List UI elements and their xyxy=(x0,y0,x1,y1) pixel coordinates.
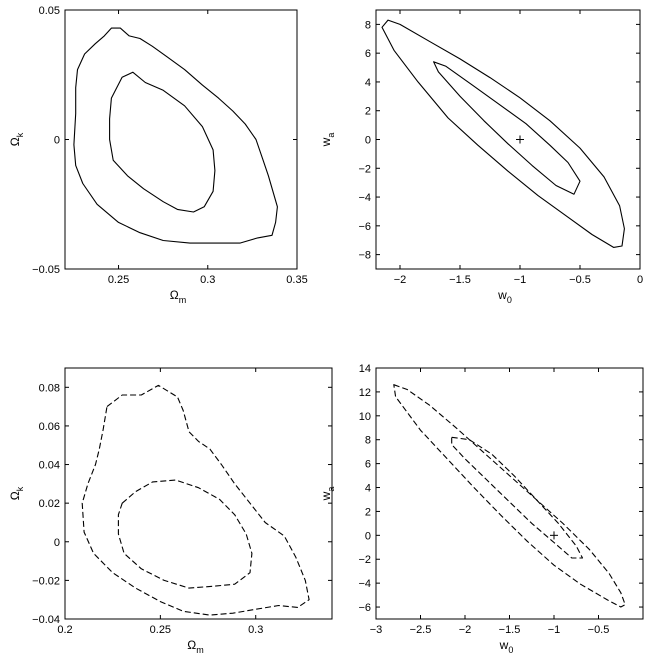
y-tick-label: 0.06 xyxy=(39,421,60,433)
x-tick-label: 0.35 xyxy=(286,274,307,286)
y-tick-label: −4 xyxy=(358,578,371,590)
x-tick-label: −2 xyxy=(394,274,407,286)
contour-inner xyxy=(109,71,216,213)
x-tick-label: 0 xyxy=(637,274,643,286)
x-tick-label: 0.2 xyxy=(57,624,72,636)
y-tick-label: 0.08 xyxy=(39,382,60,394)
y-tick-label: 0.02 xyxy=(39,498,60,510)
x-axis-label: Ωm xyxy=(187,638,203,655)
y-tick-label: −6 xyxy=(358,221,371,233)
x-tick-label: 0.3 xyxy=(248,624,263,636)
panel-3: 0.2 0.25 0.3 −0.04 −0.02 0 0.02 0.04 0.06 0.08 Ωm Ω… xyxy=(8,367,333,655)
x-axis-label: w0 xyxy=(499,638,514,655)
y-tick-label: 0 xyxy=(54,135,60,147)
y-tick-label: 6 xyxy=(365,48,371,60)
contour-outer xyxy=(81,384,310,616)
plot-frame xyxy=(375,367,644,620)
y-tick-label: 0 xyxy=(365,135,371,147)
x-tick-label: −2 xyxy=(459,624,472,636)
x-tick-label: 0.25 xyxy=(108,274,129,286)
fiducial-marker xyxy=(516,135,524,144)
y-axis-label: Ωk xyxy=(8,132,25,146)
x-axis-label: Ωm xyxy=(170,288,186,305)
x-tick-label: 0.3 xyxy=(200,274,215,286)
contour-outer xyxy=(393,384,626,608)
panel-2: −2 −1.5 −1 −0.5 0 −8 −6 −4 −2 0 2 4 6 8 w0 wa xyxy=(319,9,643,305)
x-axis-label: w0 xyxy=(497,288,512,305)
x-tick-label: −0.5 xyxy=(588,624,610,636)
y-tick-label: 2 xyxy=(365,106,371,118)
y-axis-label: wa xyxy=(319,487,336,502)
contour-inner xyxy=(117,479,253,589)
x-tick-label: −1 xyxy=(548,624,561,636)
y-tick-label: 10 xyxy=(359,411,371,423)
y-tick-label: 0 xyxy=(365,530,371,542)
y-tick-label: 2 xyxy=(365,506,371,518)
x-tick-label: −1.5 xyxy=(449,274,471,286)
contour-inner xyxy=(451,436,584,559)
plot-frame xyxy=(64,367,333,620)
plot-frame xyxy=(64,9,298,270)
y-axis-label: Ωk xyxy=(8,486,25,500)
y-tick-label: 14 xyxy=(359,363,371,375)
y-tick-label: 8 xyxy=(365,19,371,31)
plot-frame xyxy=(375,9,641,270)
contour-outer xyxy=(73,27,278,244)
y-tick-label: −0.04 xyxy=(32,614,60,626)
panel-4: −3 −2.5 −2 −1.5 −1 −0.5 −6 −4 −2 0 2 4 6 8 10 12 14 w0 wa xyxy=(319,363,644,655)
y-tick-label: 8 xyxy=(365,435,371,447)
contour-outer xyxy=(381,19,625,248)
contour-inner xyxy=(433,61,581,195)
y-tick-label: −2 xyxy=(358,163,371,175)
panel-1: 0.25 0.3 0.35 −0.05 0 0.05 Ωm Ωk xyxy=(8,5,308,305)
y-tick-label: 4 xyxy=(365,77,371,89)
x-tick-label: −1 xyxy=(514,274,527,286)
x-tick-label: −0.5 xyxy=(569,274,591,286)
x-tick-label: 0.25 xyxy=(150,624,171,636)
y-axis-label: wa xyxy=(319,133,336,148)
y-tick-label: 0 xyxy=(54,537,60,549)
y-tick-label: −0.05 xyxy=(32,264,60,276)
x-tick-label: −2.5 xyxy=(410,624,432,636)
x-tick-label: −3 xyxy=(370,624,383,636)
y-tick-label: 4 xyxy=(365,483,371,495)
y-tick-label: −2 xyxy=(358,554,371,566)
y-tick-label: −6 xyxy=(358,602,371,614)
y-tick-label: −4 xyxy=(358,192,371,204)
fiducial-marker xyxy=(550,531,558,540)
y-tick-label: −8 xyxy=(358,250,371,262)
y-tick-label: 12 xyxy=(359,387,371,399)
x-tick-label: −1.5 xyxy=(499,624,521,636)
y-tick-label: 6 xyxy=(365,459,371,471)
y-tick-label: 0.04 xyxy=(39,460,60,472)
y-tick-label: −0.02 xyxy=(32,575,60,587)
y-tick-label: 0.05 xyxy=(39,5,60,17)
